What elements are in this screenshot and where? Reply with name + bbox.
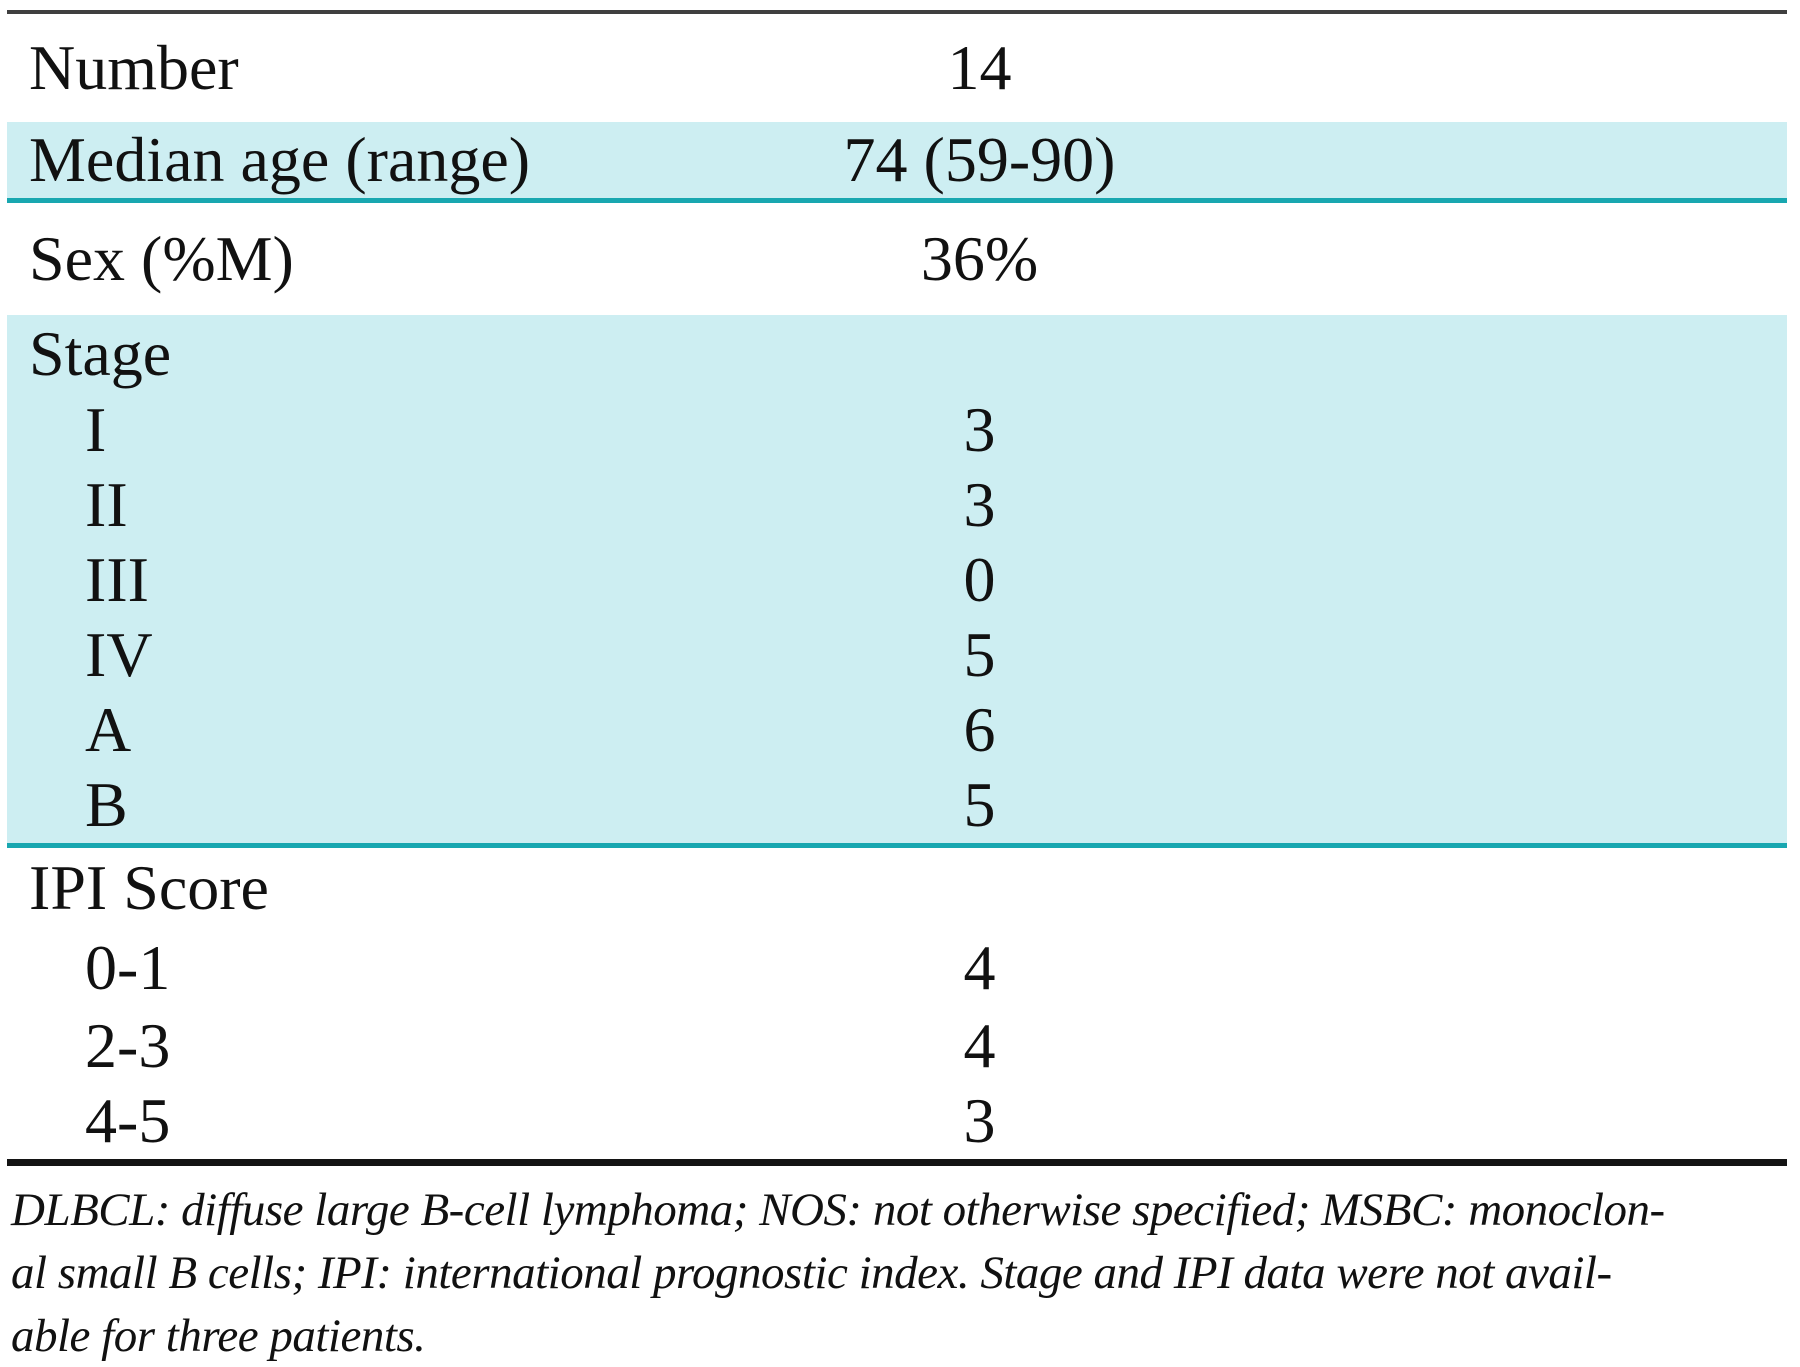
table-row-stage-4: IV 5 [7,617,1787,692]
footnote-line: able for three patients. [11,1310,426,1362]
row-value: 3 [963,468,996,540]
row-label: I [85,393,107,465]
table-row-stage-1: I 3 [7,392,1787,467]
row-label: III [85,543,149,615]
row-label: 4-5 [85,1085,171,1156]
row-value: 0 [963,543,996,615]
table-top-rule [7,10,1787,14]
row-value: 74 (59-90) [843,124,1116,195]
table-row-ipi-4-5: 4-5 3 [7,1083,1787,1159]
footnote-line: DLBCL: diffuse large B-cell lymphoma; NO… [11,1184,1665,1236]
row-value: 36% [920,223,1039,294]
table-row-stage-3: III 0 [7,542,1787,617]
row-value: 5 [963,769,996,840]
row-label: Sex (%M) [29,223,294,294]
row-value: 4 [963,932,996,1003]
table-row-median-age: Median age (range) 74 (59-90) [7,122,1787,203]
row-label: 2-3 [85,1009,171,1081]
patient-characteristics-table: Number 14 Median age (range) 74 (59-90) … [7,0,1787,1367]
table-row-ipi-2-3: 2-3 4 [7,1008,1787,1083]
table-row-stage-2: II 3 [7,467,1787,542]
table-row-number: Number 14 [7,14,1787,122]
row-label: Number [29,32,239,103]
table-row-ipi-header: IPI Score [7,848,1787,928]
row-value: 3 [963,393,996,465]
row-label: 0-1 [85,932,171,1003]
row-value: 3 [963,1085,996,1156]
row-label: II [85,468,128,540]
table-row-stage-a: A 6 [7,692,1787,767]
row-label: B [85,769,128,840]
row-label: A [85,693,132,765]
section-header-label: Stage [29,317,172,389]
footnote-line: al small B cells; IPI: international pro… [11,1247,1612,1299]
row-value: 4 [963,1009,996,1081]
table-row-stage-b: B 5 [7,767,1787,848]
table-row-ipi-0-1: 0-1 4 [7,928,1787,1008]
table-footnote: DLBCL: diffuse large B-cell lymphoma; NO… [7,1179,1787,1367]
section-header-label: IPI Score [29,852,269,923]
table-row-stage-header: Stage [7,315,1787,392]
table-bottom-rule [7,1159,1787,1166]
row-label: Median age (range) [29,124,531,195]
row-label: IV [85,618,153,690]
row-value: 5 [963,618,996,690]
row-value: 6 [963,693,996,765]
table-row-sex: Sex (%M) 36% [7,203,1787,315]
row-value: 14 [947,32,1012,103]
